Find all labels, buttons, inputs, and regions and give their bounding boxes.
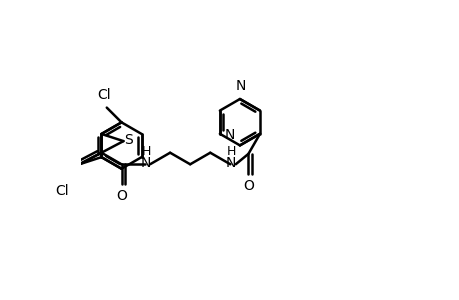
Text: N: N (141, 155, 151, 170)
Text: N: N (224, 128, 234, 142)
Text: S: S (124, 133, 133, 147)
Text: N: N (225, 155, 235, 170)
Text: Cl: Cl (97, 88, 110, 102)
Text: H: H (226, 145, 235, 158)
Text: Cl: Cl (55, 184, 68, 198)
Text: O: O (242, 179, 253, 193)
Text: N: N (235, 79, 245, 93)
Text: H: H (141, 145, 151, 158)
Text: O: O (116, 189, 127, 203)
